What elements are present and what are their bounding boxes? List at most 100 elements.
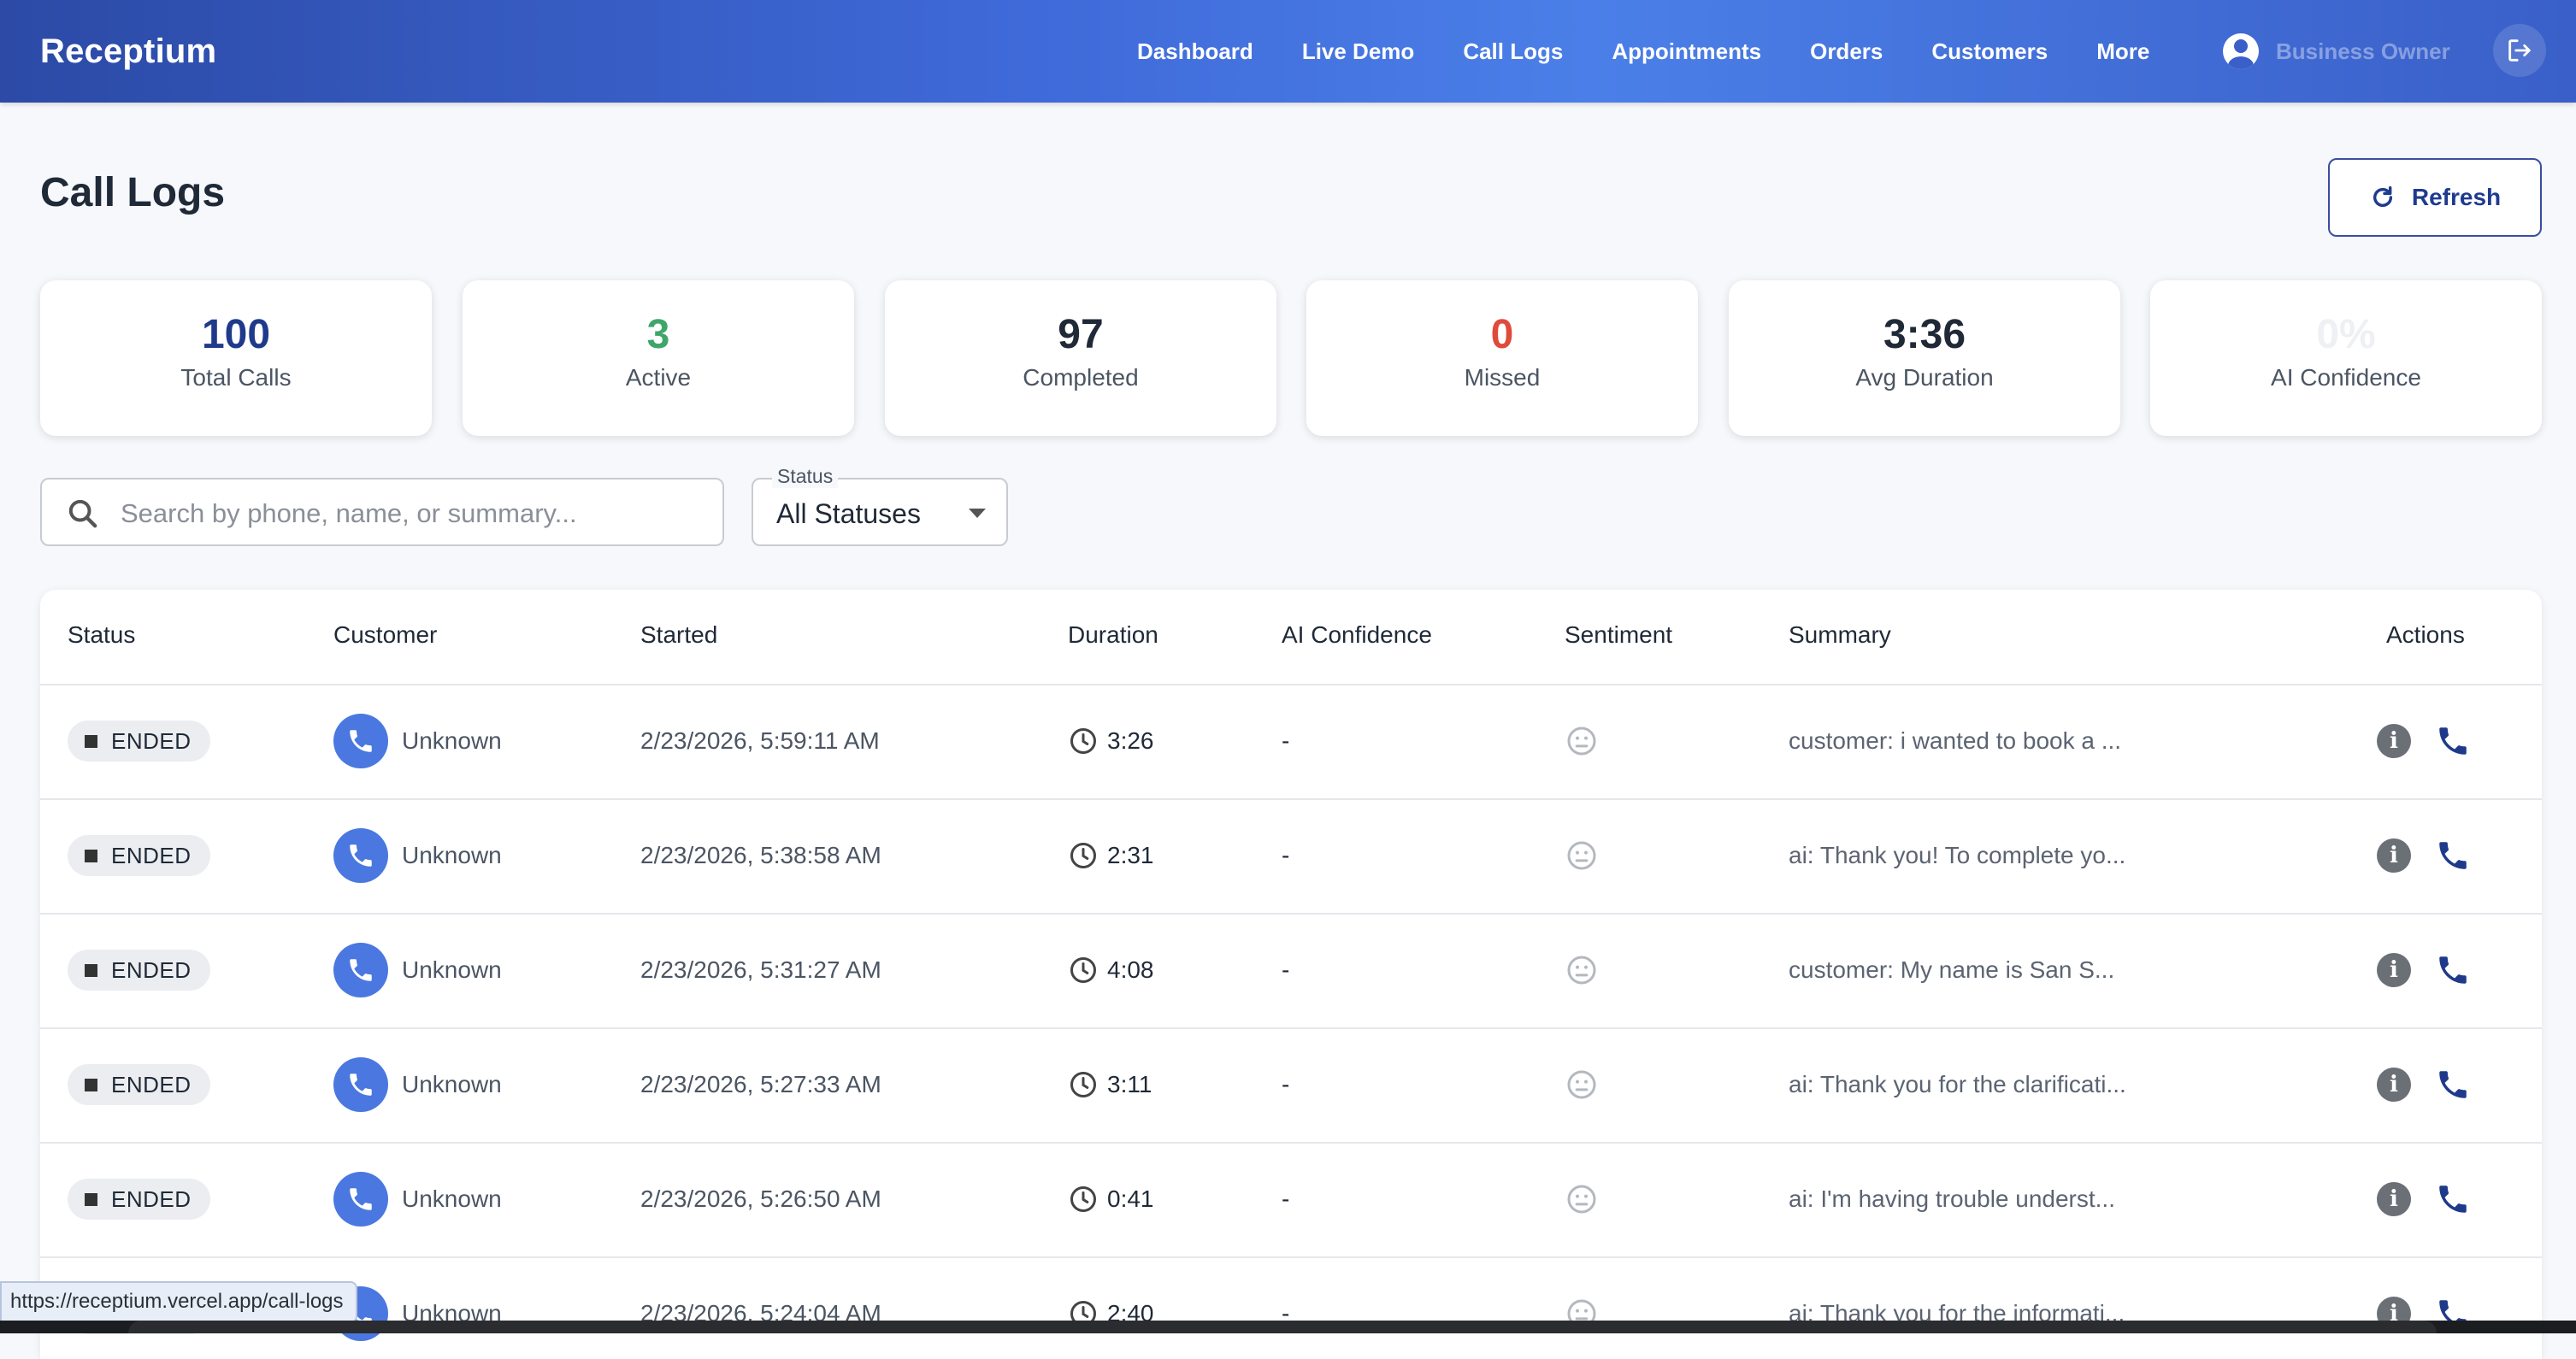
phone-avatar-icon: [333, 1057, 388, 1112]
stat-value: 0%: [2316, 312, 2376, 357]
status-filter-select[interactable]: Status All Statuses: [752, 465, 1008, 546]
started-time: 2/23/2026, 5:24:04 AM: [640, 1300, 881, 1327]
refresh-label: Refresh: [2411, 184, 2502, 210]
duration-cell: 3:11: [1068, 1027, 1152, 1142]
clock-icon: [1068, 726, 1099, 756]
stop-icon: [85, 849, 97, 862]
refresh-button[interactable]: Refresh: [2328, 158, 2542, 237]
neutral-face-icon: [1567, 956, 1596, 985]
nav-more[interactable]: More: [2096, 38, 2150, 64]
actions-cell: i: [2377, 913, 2471, 1027]
ai-confidence-value: -: [1282, 1185, 1290, 1212]
duration-cell: 3:26: [1068, 684, 1154, 798]
column-header-ai-confidence[interactable]: AI Confidence: [1282, 621, 1432, 648]
column-header-actions: Actions: [2386, 621, 2465, 648]
page-title: Call Logs: [40, 170, 226, 215]
duration-cell: 0:41: [1068, 1142, 1154, 1256]
actions-cell: i: [2377, 684, 2471, 798]
info-icon[interactable]: i: [2377, 724, 2411, 758]
nav-live-demo[interactable]: Live Demo: [1301, 38, 1415, 64]
summary-text: ai: I'm having trouble underst...: [1789, 1185, 2115, 1212]
main-nav: Dashboard Live Demo Call Logs Appointmen…: [1137, 0, 2198, 103]
status-bar-url: https://receptium.vercel.app/call-logs: [0, 1281, 357, 1323]
sentiment-cell: [1565, 913, 1599, 1027]
table-row[interactable]: ENDED Unknown 2/23/2026, 5:59:11 AM 3:26…: [40, 684, 2542, 800]
neutral-face-icon: [1567, 1185, 1596, 1214]
phone-icon[interactable]: [2435, 838, 2471, 874]
nav-dashboard[interactable]: Dashboard: [1137, 38, 1253, 64]
clock-icon: [1068, 840, 1099, 871]
status-text: ENDED: [111, 842, 192, 868]
stat-label: Active: [625, 364, 692, 391]
phone-icon[interactable]: [2435, 952, 2471, 988]
customer-name: Unknown: [402, 842, 502, 868]
user-name: Business Owner: [2276, 38, 2450, 64]
nav-appointments[interactable]: Appointments: [1612, 38, 1762, 64]
duration-cell: 4:08: [1068, 913, 1154, 1027]
duration-cell: 2:40: [1068, 1256, 1154, 1359]
info-icon[interactable]: i: [2377, 838, 2411, 873]
refresh-icon: [2369, 184, 2396, 211]
column-header-summary[interactable]: Summary: [1789, 621, 1891, 648]
table-row[interactable]: ENDED Unknown 2/23/2026, 5:24:04 AM 2:40…: [40, 1256, 2542, 1359]
stat-card-active: 3 Active: [463, 280, 854, 436]
sentiment-cell: [1565, 1142, 1599, 1256]
table-row[interactable]: ENDED Unknown 2/23/2026, 5:31:27 AM 4:08…: [40, 913, 2542, 1029]
neutral-face-icon: [1567, 841, 1596, 870]
phone-icon[interactable]: [2435, 1296, 2471, 1332]
stat-value: 0: [1490, 312, 1514, 357]
search-icon: [66, 497, 100, 535]
nav-orders[interactable]: Orders: [1810, 38, 1883, 64]
customer-cell: Unknown: [333, 684, 502, 798]
call-logs-table: Status Customer Started Duration AI Conf…: [40, 590, 2542, 1359]
stop-icon: [85, 734, 97, 748]
actions-cell: i: [2377, 1256, 2471, 1359]
summary-text: ai: Thank you for the informati...: [1789, 1300, 2125, 1327]
neutral-face-icon: [1567, 727, 1596, 756]
user-menu[interactable]: Business Owner: [2223, 0, 2450, 103]
status-cell: ENDED: [68, 1142, 210, 1256]
column-header-sentiment[interactable]: Sentiment: [1565, 621, 1673, 648]
ai-confidence-value: -: [1282, 842, 1290, 868]
duration-value: 2:31: [1107, 842, 1154, 868]
status-filter-value: All Statuses: [776, 498, 921, 529]
info-icon[interactable]: i: [2377, 1182, 2411, 1216]
info-icon[interactable]: i: [2377, 953, 2411, 987]
ai-confidence-value: -: [1282, 727, 1290, 754]
status-filter-label: Status: [772, 465, 839, 488]
column-header-started[interactable]: Started: [640, 621, 718, 648]
search-input[interactable]: [119, 491, 712, 536]
ai-confidence-value: -: [1282, 956, 1290, 983]
status-cell: ENDED: [68, 798, 210, 913]
column-header-customer[interactable]: Customer: [333, 621, 438, 648]
status-badge: ENDED: [68, 721, 210, 762]
nav-customers[interactable]: Customers: [1931, 38, 2048, 64]
brand-logo[interactable]: Receptium: [40, 32, 217, 70]
logout-button[interactable]: [2493, 24, 2546, 77]
column-header-status[interactable]: Status: [68, 621, 136, 648]
stat-value: 3: [646, 312, 670, 357]
phone-icon[interactable]: [2435, 1067, 2471, 1103]
table-row[interactable]: ENDED Unknown 2/23/2026, 5:27:33 AM 3:11…: [40, 1027, 2542, 1144]
stop-icon: [85, 1192, 97, 1206]
ai-confidence-value: -: [1282, 1071, 1290, 1097]
phone-icon[interactable]: [2435, 723, 2471, 759]
table-row[interactable]: ENDED Unknown 2/23/2026, 5:26:50 AM 0:41…: [40, 1142, 2542, 1258]
status-badge: ENDED: [68, 950, 210, 991]
phone-icon[interactable]: [2435, 1181, 2471, 1217]
table-row[interactable]: ENDED Unknown 2/23/2026, 5:38:58 AM 2:31…: [40, 798, 2542, 915]
stop-icon: [85, 1078, 97, 1091]
ai-confidence-value: -: [1282, 1300, 1290, 1327]
customer-cell: Unknown: [333, 913, 502, 1027]
nav-call-logs[interactable]: Call Logs: [1463, 38, 1564, 64]
info-icon[interactable]: i: [2377, 1068, 2411, 1102]
stat-card-completed: 97 Completed: [885, 280, 1276, 436]
sentiment-cell: [1565, 798, 1599, 913]
sentiment-cell: [1565, 1027, 1599, 1142]
summary-text: ai: Thank you for the clarificati...: [1789, 1071, 2126, 1097]
stat-value: 97: [1058, 312, 1104, 357]
phone-avatar-icon: [333, 1172, 388, 1227]
status-text: ENDED: [111, 1185, 192, 1212]
account-circle-icon: [2223, 33, 2259, 69]
column-header-duration[interactable]: Duration: [1068, 621, 1158, 648]
